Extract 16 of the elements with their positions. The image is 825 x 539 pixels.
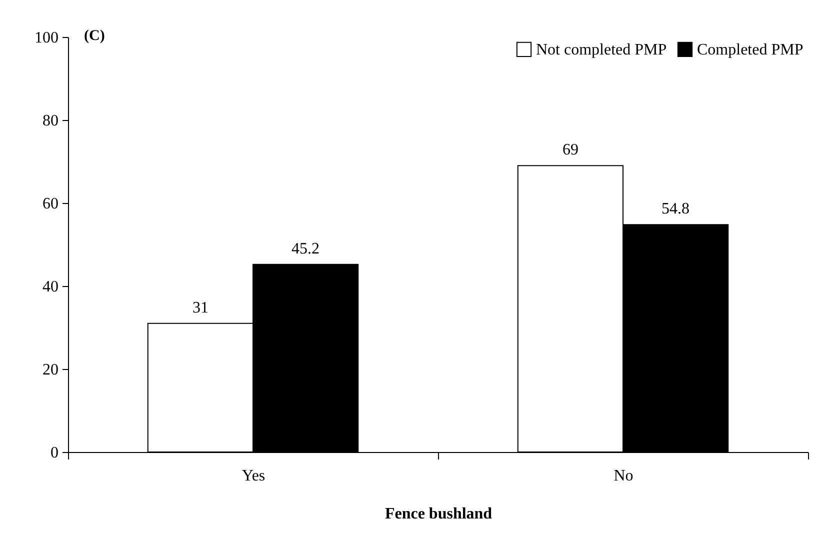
data-label: 45.2 (292, 240, 320, 258)
data-label: 69 (562, 142, 578, 159)
data-label: 31 (192, 299, 208, 316)
x-tick-label: No (614, 468, 634, 484)
x-tick-label: Yes (242, 468, 266, 484)
y-tick-label: 100 (34, 30, 58, 46)
x-axis-title: Fence bushland (384, 506, 492, 522)
y-tick-label: 0 (50, 444, 58, 462)
legend-label: Not completed PMP (536, 41, 667, 58)
chart-title: (C) (84, 28, 105, 44)
y-tick-label: 20 (42, 362, 58, 378)
data-label: 54.8 (662, 200, 690, 218)
y-tick-label: 80 (42, 112, 58, 130)
y-tick-label: 40 (42, 278, 58, 296)
legend-label: Completed PMP (697, 41, 804, 58)
y-tick-label: 60 (42, 196, 58, 212)
